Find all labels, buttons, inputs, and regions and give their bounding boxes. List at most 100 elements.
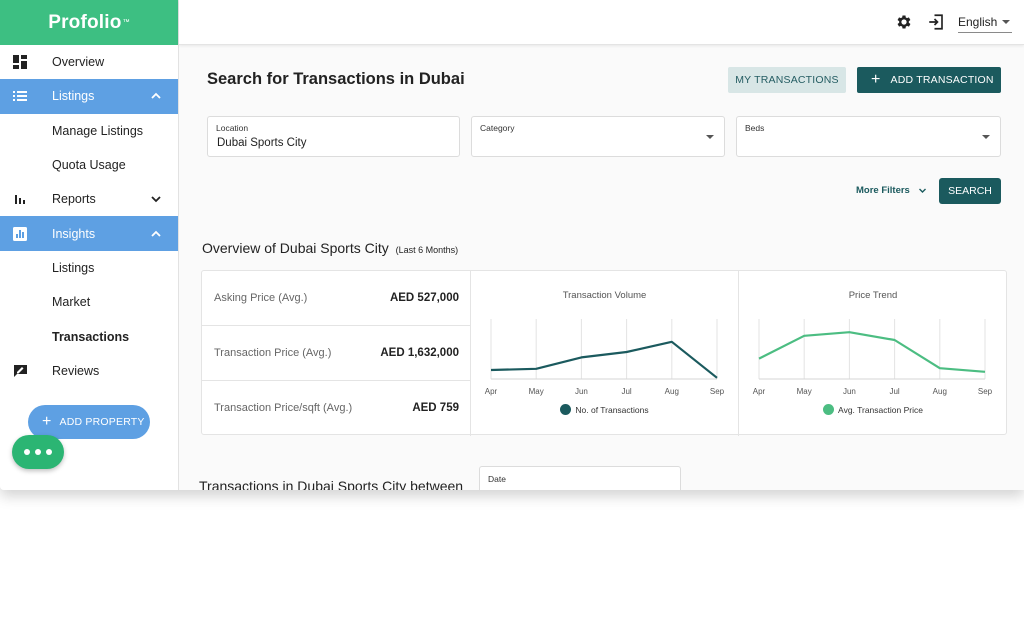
stat-asking-price: Asking Price (Avg.) AED 527,000 bbox=[202, 271, 471, 326]
stat-value: AED 759 bbox=[412, 402, 459, 414]
sidebar-item-reports[interactable]: Reports bbox=[0, 182, 178, 216]
my-transactions-button[interactable]: MY TRANSACTIONS bbox=[728, 67, 846, 93]
stat-label: Transaction Price (Avg.) bbox=[214, 347, 332, 359]
page-title: Search for Transactions in Dubai bbox=[207, 70, 465, 88]
plus-icon: + bbox=[871, 71, 881, 88]
price-trend-plot: Apr May Jun Jul Aug Sep bbox=[753, 319, 993, 396]
transactions-section-title: Transactions in Dubai Sports City betwee… bbox=[199, 478, 464, 490]
sidebar-item-market[interactable]: Market bbox=[0, 285, 178, 319]
stat-transaction-price: Transaction Price (Avg.) AED 1,632,000 bbox=[202, 326, 471, 381]
sidebar-item-reviews[interactable]: Reviews bbox=[0, 354, 178, 388]
stat-label: Asking Price (Avg.) bbox=[214, 292, 308, 304]
x-tick-label: Aug bbox=[665, 387, 679, 396]
add-transaction-button[interactable]: + ADD TRANSACTION bbox=[857, 67, 1001, 93]
sidebar-item-transactions[interactable]: Transactions bbox=[0, 319, 178, 353]
chart-title: Transaction Volume bbox=[562, 290, 647, 301]
main-content: Search for Transactions in Dubai MY TRAN… bbox=[179, 46, 1024, 490]
chevron-up-icon bbox=[151, 230, 161, 237]
sidebar-item-label: Reviews bbox=[52, 363, 100, 378]
chevron-up-icon bbox=[151, 93, 161, 100]
overview-title: Overview of Dubai Sports City bbox=[202, 240, 389, 256]
price-trend-chart: Price Trend Apr May Jun Jul Aug Sep Avg. Tran… bbox=[739, 271, 1007, 436]
chart-legend[interactable]: No. of Transactions bbox=[471, 404, 738, 415]
stat-label: Transaction Price/sqft (Avg.) bbox=[214, 402, 353, 414]
overview-card: Asking Price (Avg.) AED 527,000 Transact… bbox=[201, 270, 1007, 436]
sidebar-item-insights[interactable]: Insights bbox=[0, 216, 178, 251]
chart-title: Price Trend bbox=[848, 290, 898, 301]
x-tick-label: Jun bbox=[843, 387, 856, 396]
category-label: Category bbox=[480, 123, 515, 133]
legend-label: No. of Transactions bbox=[575, 404, 649, 415]
location-label: Location bbox=[216, 123, 249, 133]
dot-icon bbox=[46, 449, 52, 455]
transaction-volume-plot: Apr May Jun Jul Aug Sep bbox=[485, 319, 725, 396]
sidebar-item-listings[interactable]: Listings bbox=[0, 79, 178, 114]
category-select[interactable]: Category bbox=[471, 116, 725, 157]
x-tick-label: Jul bbox=[889, 387, 899, 396]
add-property-label: ADD PROPERTY bbox=[59, 416, 145, 428]
plus-icon: + bbox=[42, 413, 52, 430]
location-value: Dubai Sports City bbox=[217, 137, 307, 149]
beds-label: Beds bbox=[745, 123, 765, 133]
sidebar-item-label: Listings bbox=[52, 89, 95, 104]
reviews-icon bbox=[12, 363, 28, 379]
sidebar-item-label: Overview bbox=[52, 55, 105, 70]
x-tick-label: Apr bbox=[485, 387, 498, 396]
transaction-volume-chart: Transaction Volume Apr May Jun Jul Aug Sep No… bbox=[471, 271, 739, 436]
series-line[interactable] bbox=[490, 340, 718, 379]
sidebar-item-label: Quota Usage bbox=[52, 158, 126, 173]
x-tick-label: Jun bbox=[575, 387, 588, 396]
more-filters-toggle[interactable]: More Filters bbox=[856, 185, 927, 196]
x-tick-label: Aug bbox=[933, 387, 947, 396]
brand-trademark: ™ bbox=[122, 19, 130, 26]
brand-name: Profolio bbox=[48, 11, 122, 33]
chat-widget-button[interactable] bbox=[12, 435, 64, 469]
bar-chart-icon bbox=[12, 191, 28, 207]
more-filters-label: More Filters bbox=[856, 185, 910, 196]
legend-swatch bbox=[560, 404, 572, 415]
brand-logo[interactable]: Profolio ™ bbox=[0, 0, 178, 45]
series-line[interactable] bbox=[758, 331, 986, 373]
add-property-button[interactable]: + ADD PROPERTY bbox=[28, 405, 150, 439]
chevron-down-icon bbox=[918, 188, 926, 193]
sidebar-item-overview[interactable]: Overview bbox=[0, 45, 178, 79]
beds-select[interactable]: Beds bbox=[736, 116, 1001, 157]
stats-column: Asking Price (Avg.) AED 527,000 Transact… bbox=[202, 271, 471, 436]
sidebar-item-manage-listings[interactable]: Manage Listings bbox=[0, 114, 178, 148]
x-tick-label: Sep bbox=[710, 387, 725, 396]
sidebar-item-quota-usage[interactable]: Quota Usage bbox=[0, 148, 178, 182]
stat-price-per-sqft: Transaction Price/sqft (Avg.) AED 759 bbox=[202, 381, 471, 436]
insights-icon bbox=[12, 226, 28, 242]
x-tick-label: Sep bbox=[978, 387, 993, 396]
top-bar: English bbox=[179, 0, 1024, 45]
sidebar-item-label: Insights bbox=[52, 226, 96, 241]
dashboard-icon bbox=[12, 54, 28, 70]
sidebar-item-label: Transactions bbox=[52, 329, 130, 344]
logout-icon[interactable] bbox=[927, 13, 945, 31]
language-select[interactable]: English bbox=[958, 13, 1012, 33]
overview-subtitle: (Last 6 Months) bbox=[395, 245, 459, 255]
sidebar-item-label: Listings bbox=[52, 260, 95, 275]
gear-icon[interactable] bbox=[895, 13, 913, 31]
location-field[interactable]: Location Dubai Sports City bbox=[207, 116, 460, 157]
list-icon bbox=[12, 88, 28, 104]
search-button[interactable]: SEARCH bbox=[939, 178, 1001, 204]
dot-icon bbox=[35, 449, 41, 455]
stat-value: AED 1,632,000 bbox=[380, 347, 459, 359]
sidebar-item-label: Manage Listings bbox=[52, 123, 144, 138]
language-value: English bbox=[958, 15, 998, 29]
date-field[interactable]: Date bbox=[479, 466, 681, 490]
x-tick-label: May bbox=[797, 387, 812, 396]
overview-heading: Overview of Dubai Sports City (Last 6 Mo… bbox=[202, 240, 458, 256]
caret-down-icon bbox=[982, 135, 990, 139]
legend-swatch bbox=[823, 404, 835, 415]
x-tick-label: Apr bbox=[753, 387, 766, 396]
chart-legend[interactable]: Avg. Transaction Price bbox=[739, 404, 1007, 415]
x-tick-label: Jul bbox=[621, 387, 631, 396]
app-window: Profolio ™ Overview Listings Manage Listi… bbox=[0, 0, 1024, 490]
sidebar-item-insights-listings[interactable]: Listings bbox=[0, 251, 178, 285]
chevron-down-icon bbox=[151, 196, 161, 203]
caret-down-icon bbox=[706, 135, 714, 139]
stat-value: AED 527,000 bbox=[389, 292, 459, 304]
dot-icon bbox=[24, 449, 30, 455]
